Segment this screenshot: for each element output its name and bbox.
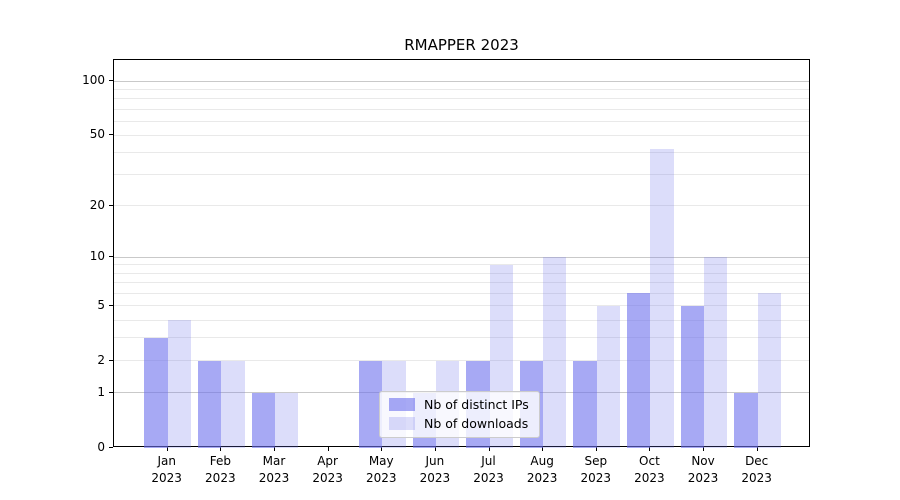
y-tick-label-1: 1: [97, 384, 105, 399]
legend-item-downloads: Nb of downloads: [389, 416, 529, 431]
y-tick-mark-20: [109, 204, 113, 206]
gridline-7: [114, 282, 809, 284]
y-tick-mark-10: [109, 256, 113, 258]
gridline-30: [114, 174, 809, 176]
y-tick-label-10: 10: [89, 249, 105, 264]
bar-ips-dec: [734, 392, 758, 448]
x-tick-label-mar: Mar 2023: [258, 454, 290, 485]
x-tick-mark-9: [649, 447, 651, 451]
x-tick-mark-3: [327, 447, 329, 451]
plot-area: Nb of distinct IPs Nb of downloads: [113, 59, 810, 448]
gridline-5: [114, 305, 809, 307]
x-tick-label-apr: Apr 2023: [312, 454, 343, 485]
bar-downloads-aug: [543, 257, 567, 448]
x-tick-label-jan: Jan 2023: [151, 454, 182, 485]
x-tick-mark-8: [595, 447, 597, 451]
y-tick-label-20: 20: [89, 197, 105, 212]
x-tick-mark-2: [273, 447, 275, 451]
bar-ips-mar: [251, 392, 275, 448]
bar-ips-oct: [627, 293, 651, 448]
gridline-2: [114, 360, 809, 362]
legend-swatch-ips: [389, 398, 415, 411]
x-tick-label-jun: Jun 2023: [419, 454, 451, 485]
bar-downloads-oct: [650, 148, 674, 448]
bar-downloads-dec: [757, 293, 781, 448]
x-tick-mark-0: [166, 447, 168, 451]
gridline-6: [114, 292, 809, 294]
gridline-70: [114, 108, 809, 110]
gridline-80: [114, 98, 809, 100]
gridline-90: [114, 88, 809, 90]
gridline-10: [114, 256, 809, 258]
bar-ips-jan: [144, 337, 168, 448]
bar-ips-feb: [198, 360, 222, 448]
x-tick-mark-6: [488, 447, 490, 451]
x-tick-label-dec: Dec 2023: [741, 454, 772, 485]
bar-downloads-feb: [221, 360, 245, 448]
bar-ips-nov: [680, 305, 705, 448]
x-tick-mark-11: [756, 447, 758, 451]
y-tick-mark-0: [109, 447, 113, 448]
y-tick-label-100: 100: [82, 73, 105, 87]
legend-swatch-downloads: [389, 417, 415, 430]
x-tick-label-nov: Nov 2023: [687, 454, 719, 485]
gridline-4: [114, 319, 809, 321]
bar-ips-sep: [573, 360, 597, 448]
x-tick-mark-7: [542, 447, 544, 451]
legend-label-distinct-ips: Nb of distinct IPs: [424, 397, 529, 412]
x-tick-label-jul: Jul 2023: [473, 454, 504, 485]
bar-downloads-jan: [167, 320, 191, 448]
x-tick-label-may: May 2023: [365, 454, 397, 485]
chart-title: RMAPPER 2023: [404, 36, 519, 54]
y-tick-label-2: 2: [97, 352, 105, 367]
gridline-8: [114, 272, 809, 274]
gridline-9: [114, 264, 809, 266]
y-tick-label-50: 50: [89, 127, 105, 142]
x-tick-label-sep: Sep 2023: [580, 454, 612, 485]
y-tick-mark-1: [109, 391, 113, 393]
x-tick-label-aug: Aug 2023: [526, 454, 558, 485]
legend: Nb of distinct IPs Nb of downloads: [379, 391, 540, 438]
gridline-3: [114, 337, 809, 339]
y-tick-mark-2: [109, 359, 113, 361]
gridline-50: [114, 134, 809, 136]
x-tick-label-feb: Feb 2023: [205, 454, 236, 485]
bar-ips-may: [358, 360, 383, 448]
y-tick-label-5: 5: [97, 297, 105, 312]
bar-downloads-sep: [596, 305, 621, 448]
y-tick-mark-100: [109, 80, 113, 81]
x-tick-mark-4: [381, 447, 383, 451]
y-tick-mark-5: [109, 304, 113, 306]
x-tick-mark-1: [220, 447, 222, 451]
bar-downloads-nov: [704, 257, 728, 448]
gridline-40: [114, 152, 809, 154]
x-tick-mark-5: [434, 447, 436, 451]
gridline-60: [114, 120, 809, 122]
y-tick-mark-50: [109, 134, 113, 136]
y-tick-label-0: 0: [97, 440, 105, 454]
bar-downloads-mar: [274, 392, 299, 448]
x-tick-mark-10: [703, 447, 705, 451]
legend-item-distinct-ips: Nb of distinct IPs: [389, 397, 529, 412]
legend-label-downloads: Nb of downloads: [424, 416, 529, 431]
gridline-100: [114, 80, 809, 82]
x-tick-label-oct: Oct 2023: [634, 454, 665, 485]
gridline-20: [114, 205, 809, 207]
